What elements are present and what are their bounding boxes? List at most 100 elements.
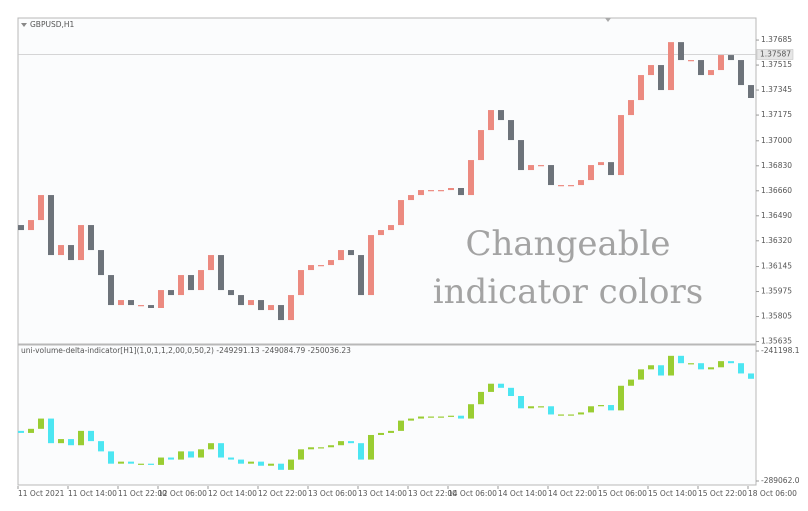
candle bbox=[598, 162, 604, 166]
candle bbox=[88, 430, 94, 442]
candle bbox=[378, 432, 384, 435]
candle bbox=[408, 195, 414, 201]
candle bbox=[718, 55, 724, 71]
candle bbox=[668, 42, 674, 91]
candle bbox=[48, 418, 54, 444]
candle bbox=[648, 365, 654, 370]
candle bbox=[248, 461, 254, 464]
candle bbox=[208, 255, 214, 271]
y-tick-label: 1.37000 bbox=[761, 136, 792, 145]
candle bbox=[198, 270, 204, 291]
candle bbox=[208, 443, 214, 450]
candle bbox=[328, 260, 334, 266]
candle bbox=[58, 439, 64, 444]
candle bbox=[588, 165, 594, 181]
candle bbox=[238, 459, 244, 464]
candle bbox=[308, 265, 314, 271]
candle bbox=[388, 225, 394, 231]
candle bbox=[698, 60, 704, 76]
candle bbox=[368, 434, 374, 460]
candle bbox=[358, 443, 364, 460]
candle bbox=[468, 404, 474, 419]
candle bbox=[188, 275, 194, 291]
indicator-pane bbox=[17, 344, 757, 486]
candle bbox=[228, 457, 234, 460]
candle bbox=[508, 387, 514, 397]
y-tick-label: 1.35975 bbox=[761, 287, 792, 296]
candle bbox=[258, 461, 264, 466]
candle bbox=[278, 463, 284, 470]
candle bbox=[218, 255, 224, 291]
candle bbox=[608, 405, 614, 411]
candle bbox=[468, 160, 474, 196]
candle bbox=[678, 355, 684, 364]
candle bbox=[258, 300, 264, 311]
y-tick-label: -241198.1 bbox=[761, 346, 800, 355]
menu-arrow[interactable] bbox=[21, 23, 27, 27]
candle bbox=[438, 416, 444, 418]
candle bbox=[158, 290, 164, 308]
candle bbox=[28, 220, 34, 231]
candle bbox=[618, 385, 624, 411]
x-tick-label: 14 Oct 06:00 bbox=[448, 489, 497, 498]
candle bbox=[298, 449, 304, 460]
candle bbox=[348, 441, 354, 444]
candle bbox=[538, 165, 544, 167]
candle bbox=[418, 416, 424, 419]
y-tick-label: 1.37685 bbox=[761, 35, 792, 44]
candle bbox=[288, 459, 294, 470]
y-tick-label: 1.36145 bbox=[761, 262, 792, 271]
candle bbox=[648, 65, 654, 76]
candle bbox=[628, 100, 634, 116]
candle bbox=[108, 275, 114, 306]
candle bbox=[388, 430, 394, 433]
candle bbox=[548, 165, 554, 186]
candle bbox=[148, 305, 154, 308]
candle bbox=[578, 412, 584, 415]
x-tick-label: 15 Oct 06:00 bbox=[598, 489, 647, 498]
x-tick-label: 14 Oct 22:00 bbox=[548, 489, 597, 498]
candle bbox=[188, 451, 194, 458]
candle bbox=[718, 361, 724, 368]
annotation: Changeable bbox=[466, 224, 671, 264]
candle bbox=[618, 115, 624, 176]
candle bbox=[18, 430, 24, 433]
candle bbox=[268, 305, 274, 311]
candle bbox=[378, 230, 384, 236]
candle bbox=[558, 414, 564, 416]
candle bbox=[458, 415, 464, 419]
candle bbox=[748, 85, 754, 98]
candle bbox=[518, 140, 524, 171]
candle bbox=[508, 120, 514, 141]
candle bbox=[448, 188, 454, 191]
candle bbox=[538, 406, 544, 408]
candle bbox=[18, 225, 24, 231]
candle bbox=[708, 367, 714, 370]
candle bbox=[498, 110, 504, 121]
candle bbox=[698, 363, 704, 370]
price-label-box bbox=[756, 49, 794, 60]
x-tick-label: 14 Oct 14:00 bbox=[498, 489, 547, 498]
candle bbox=[268, 463, 274, 466]
candle bbox=[218, 443, 224, 458]
candle bbox=[168, 290, 174, 296]
candle bbox=[58, 245, 64, 256]
candle bbox=[238, 295, 244, 306]
candle bbox=[688, 60, 694, 62]
y-tick-label: 1.36320 bbox=[761, 236, 792, 245]
candle bbox=[458, 188, 464, 196]
candle bbox=[338, 441, 344, 446]
candle bbox=[118, 461, 124, 464]
candle bbox=[528, 406, 534, 409]
candle bbox=[658, 65, 664, 91]
candle bbox=[598, 405, 604, 407]
candle bbox=[428, 416, 434, 418]
x-tick-label: 11 Oct 14:00 bbox=[68, 489, 117, 498]
shift-marker bbox=[605, 18, 611, 22]
candle bbox=[398, 420, 404, 431]
candle bbox=[338, 250, 344, 261]
candle bbox=[198, 449, 204, 458]
x-tick-label: 13 Oct 14:00 bbox=[358, 489, 407, 498]
symbol-title: GBPUSD,H1 bbox=[30, 20, 75, 29]
y-tick-label: 1.35635 bbox=[761, 337, 792, 346]
